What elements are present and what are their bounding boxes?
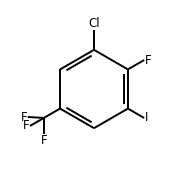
Text: F: F	[21, 111, 28, 124]
Text: Cl: Cl	[88, 17, 100, 30]
Text: F: F	[41, 134, 47, 147]
Text: I: I	[145, 111, 148, 124]
Text: F: F	[23, 119, 30, 132]
Text: F: F	[145, 54, 151, 67]
